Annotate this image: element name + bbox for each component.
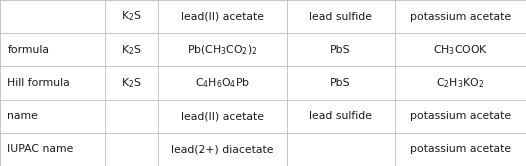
Text: name: name [7,111,38,121]
Text: lead(II) acetate: lead(II) acetate [181,111,264,121]
Text: lead sulfide: lead sulfide [309,111,372,121]
Text: IUPAC name: IUPAC name [7,144,74,154]
Text: C$_4$H$_6$O$_4$Pb: C$_4$H$_6$O$_4$Pb [195,76,250,90]
Text: potassium acetate: potassium acetate [410,12,511,22]
Text: lead(II) acetate: lead(II) acetate [181,12,264,22]
Text: lead(2+) diacetate: lead(2+) diacetate [171,144,274,154]
Text: Pb(CH$_3$CO$_2$)$_2$: Pb(CH$_3$CO$_2$)$_2$ [187,43,257,57]
Text: PbS: PbS [330,45,351,55]
Text: lead sulfide: lead sulfide [309,12,372,22]
Text: K$_2$S: K$_2$S [121,43,142,57]
Text: K$_2$S: K$_2$S [121,76,142,90]
Text: K$_2$S: K$_2$S [121,10,142,24]
Text: potassium acetate: potassium acetate [410,144,511,154]
Text: C$_2$H$_3$KO$_2$: C$_2$H$_3$KO$_2$ [436,76,484,90]
Text: CH$_3$COOK: CH$_3$COOK [433,43,488,57]
Text: Hill formula: Hill formula [7,78,70,88]
Text: PbS: PbS [330,78,351,88]
Text: formula: formula [7,45,49,55]
Text: potassium acetate: potassium acetate [410,111,511,121]
